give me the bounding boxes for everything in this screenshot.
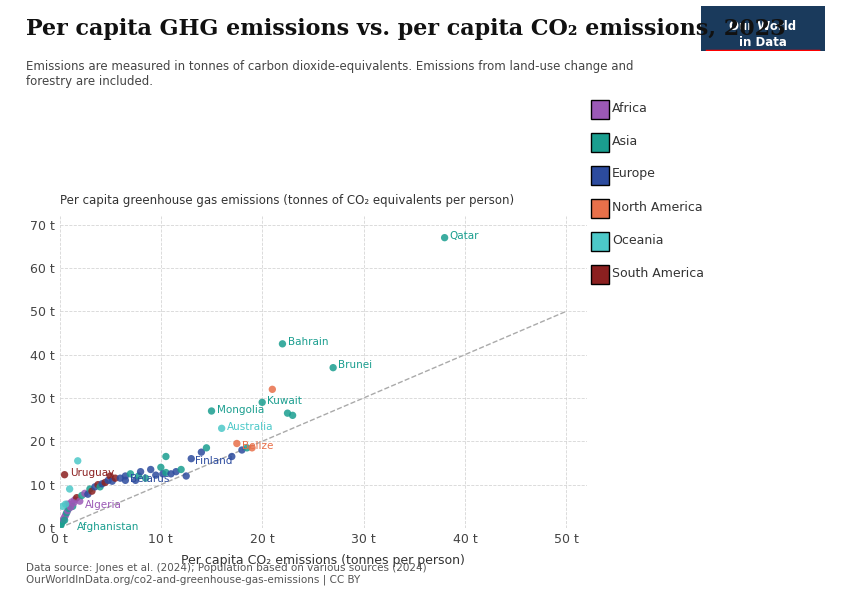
Point [60,508,73,518]
Point [59,510,72,520]
Point [265,385,279,394]
Text: Europe: Europe [612,167,656,181]
Point [67,498,81,508]
Point [62,504,76,514]
Point [215,424,229,433]
Point [164,469,178,479]
Point [241,443,254,452]
Text: Brunei: Brunei [338,361,372,370]
Point [230,439,244,448]
Point [144,464,157,474]
Point [133,467,147,476]
Point [104,471,117,481]
Point [184,454,198,463]
Point [159,452,173,461]
Text: Bahrain: Bahrain [287,337,328,347]
Text: Australia: Australia [227,422,273,432]
Point [56,502,70,511]
Text: Emissions are measured in tonnes of carbon dioxide-equivalents. Emissions from l: Emissions are measured in tonnes of carb… [26,60,633,88]
Point [139,473,152,483]
Point [95,479,109,488]
Text: Oceania: Oceania [612,233,664,247]
Text: Belize: Belize [242,440,274,451]
Text: South America: South America [612,266,704,280]
Point [57,515,71,524]
Point [280,409,294,418]
Point [225,452,239,461]
Point [70,493,83,502]
Point [326,363,340,373]
Point [114,473,128,483]
Point [149,470,162,480]
X-axis label: Per capita CO₂ emissions (tonnes per person): Per capita CO₂ emissions (tonnes per per… [181,554,465,567]
Point [63,499,76,509]
Point [65,497,78,507]
Text: Our World: Our World [729,20,796,33]
Point [174,464,188,474]
Point [54,519,68,529]
Point [275,339,289,349]
Text: Uruguay: Uruguay [70,467,114,478]
Point [255,398,269,407]
Point [128,476,142,485]
Point [109,473,122,483]
Point [56,517,70,526]
Point [64,502,77,512]
Text: Per capita greenhouse gas emissions (tonnes of CO₂ equivalents per person): Per capita greenhouse gas emissions (ton… [60,194,513,207]
Point [59,499,72,509]
Point [66,502,80,511]
Text: Algeria: Algeria [85,500,122,509]
Text: Qatar: Qatar [450,232,479,241]
Point [58,515,71,525]
Point [68,495,82,505]
Point [99,478,112,487]
Point [63,484,76,494]
Point [156,469,170,479]
Point [118,471,133,481]
Point [78,488,92,498]
Point [88,482,102,491]
Point [205,406,218,416]
Text: Africa: Africa [612,101,648,115]
Point [169,467,183,476]
Point [179,471,193,481]
Text: Asia: Asia [612,134,638,148]
Point [123,469,137,479]
Point [200,443,213,452]
Text: Data source: Jones et al. (2024); Population based on various sources (2024)
Our: Data source: Jones et al. (2024); Popula… [26,563,426,585]
Point [61,499,75,509]
Point [132,471,145,481]
Point [71,456,84,466]
Point [75,491,88,500]
Point [73,496,87,506]
Text: Kuwait: Kuwait [267,396,302,406]
Point [101,476,115,485]
Point [83,484,97,494]
Text: Finland: Finland [196,456,233,466]
Point [286,410,299,420]
Point [105,476,119,486]
Point [61,506,75,515]
Text: Mongolia: Mongolia [217,404,264,415]
Text: Per capita GHG emissions vs. per capita CO₂ emissions, 2023: Per capita GHG emissions vs. per capita … [26,18,785,40]
Point [58,512,71,522]
Text: Afghanistan: Afghanistan [76,521,139,532]
Point [235,445,249,455]
Text: North America: North America [612,200,703,214]
Point [58,470,71,479]
Point [85,487,99,496]
Point [54,521,67,530]
Point [81,490,94,499]
Text: in Data: in Data [739,35,787,49]
Point [91,480,105,490]
Text: Belarus: Belarus [130,474,170,484]
Point [154,463,167,472]
Point [159,468,173,478]
Point [195,448,208,457]
Point [94,482,107,491]
Point [118,476,133,485]
Point [246,443,259,452]
Point [438,233,451,242]
